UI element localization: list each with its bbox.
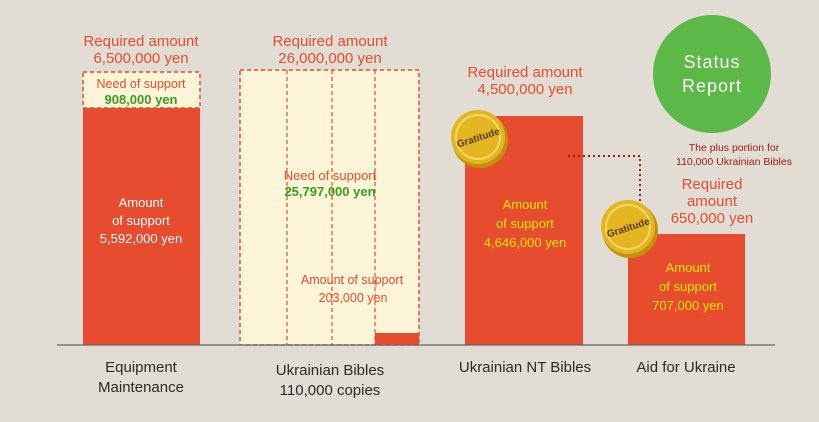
- support-bar-bibles: [375, 333, 419, 345]
- medal-ring: [605, 204, 651, 250]
- category-label-bibles-2: 110,000 copies: [280, 382, 381, 399]
- bar-group-equipment: Required amount 6,500,000 yen Need of su…: [82, 33, 201, 396]
- support-bar-aid: [628, 234, 745, 345]
- support-value-nt-bibles: 4,646,000 yen: [484, 235, 566, 250]
- need-label-equipment: Need of support: [97, 77, 186, 91]
- support-value-bibles: 203,000 yen: [319, 291, 388, 305]
- required-label-equipment: Required amount: [83, 33, 199, 50]
- status-badge-line1: Status: [683, 52, 740, 72]
- category-label-aid: Aid for Ukraine: [636, 359, 735, 376]
- medal-face: [451, 110, 505, 164]
- support-line2-aid: of support: [659, 279, 717, 294]
- required-label-bibles: Required amount: [272, 33, 388, 50]
- need-value-bibles: 25,797,000 yen: [284, 184, 375, 199]
- support-line1-nt-bibles: Amount: [503, 197, 548, 212]
- support-line1-aid: Amount: [666, 260, 711, 275]
- category-label-equipment-2: Maintenance: [98, 379, 184, 396]
- category-label-equipment-1: Equipment: [105, 359, 178, 376]
- support-line2-nt-bibles: of support: [496, 216, 554, 231]
- support-line1-equipment: Amount: [119, 195, 164, 210]
- required-label-aid-2: amount: [687, 193, 738, 210]
- plus-portion-connector: [568, 155, 641, 212]
- medal-face: [601, 200, 655, 254]
- bar-group-aid: Required amount 650,000 yen Amount of su…: [628, 176, 753, 376]
- required-value-equipment: 6,500,000 yen: [93, 50, 188, 67]
- category-label-bibles-1: Ukrainian Bibles: [276, 362, 384, 379]
- required-value-nt-bibles: 4,500,000 yen: [477, 81, 572, 98]
- need-value-equipment: 908,000 yen: [104, 92, 177, 107]
- gratitude-medal-nt-bibles: Gratitude: [451, 110, 508, 168]
- support-value-aid: 707,000 yen: [652, 298, 724, 313]
- required-label-aid: Required: [682, 176, 743, 193]
- status-report-badge: Status Report: [653, 15, 771, 133]
- need-area-bibles: [239, 69, 420, 346]
- required-value-bibles: 26,000,000 yen: [278, 50, 381, 67]
- category-label-nt-bibles: Ukrainian NT Bibles: [459, 359, 591, 376]
- need-area-equipment: [82, 71, 201, 109]
- bar-group-bibles: Required amount 26,000,000 yen Need of s…: [239, 33, 420, 399]
- status-circle: [653, 15, 771, 133]
- support-label-bibles: Amount of support: [301, 273, 404, 287]
- support-line2-equipment: of support: [112, 213, 170, 228]
- gratitude-medal-aid: Gratitude: [601, 200, 658, 258]
- required-label-nt-bibles: Required amount: [467, 64, 583, 81]
- need-label-bibles: Need of support: [284, 168, 377, 183]
- plus-portion-note-1: The plus portion for: [689, 142, 780, 154]
- status-badge-line2: Report: [682, 76, 742, 96]
- support-value-equipment: 5,592,000 yen: [100, 231, 182, 246]
- medal-ring: [455, 114, 501, 160]
- bar-group-nt-bibles: Required amount 4,500,000 yen Amount of …: [459, 64, 591, 376]
- required-value-aid: 650,000 yen: [671, 210, 754, 227]
- plus-portion-note-2: 110,000 Ukrainian Bibles: [676, 156, 792, 168]
- support-bar-equipment: [83, 108, 200, 345]
